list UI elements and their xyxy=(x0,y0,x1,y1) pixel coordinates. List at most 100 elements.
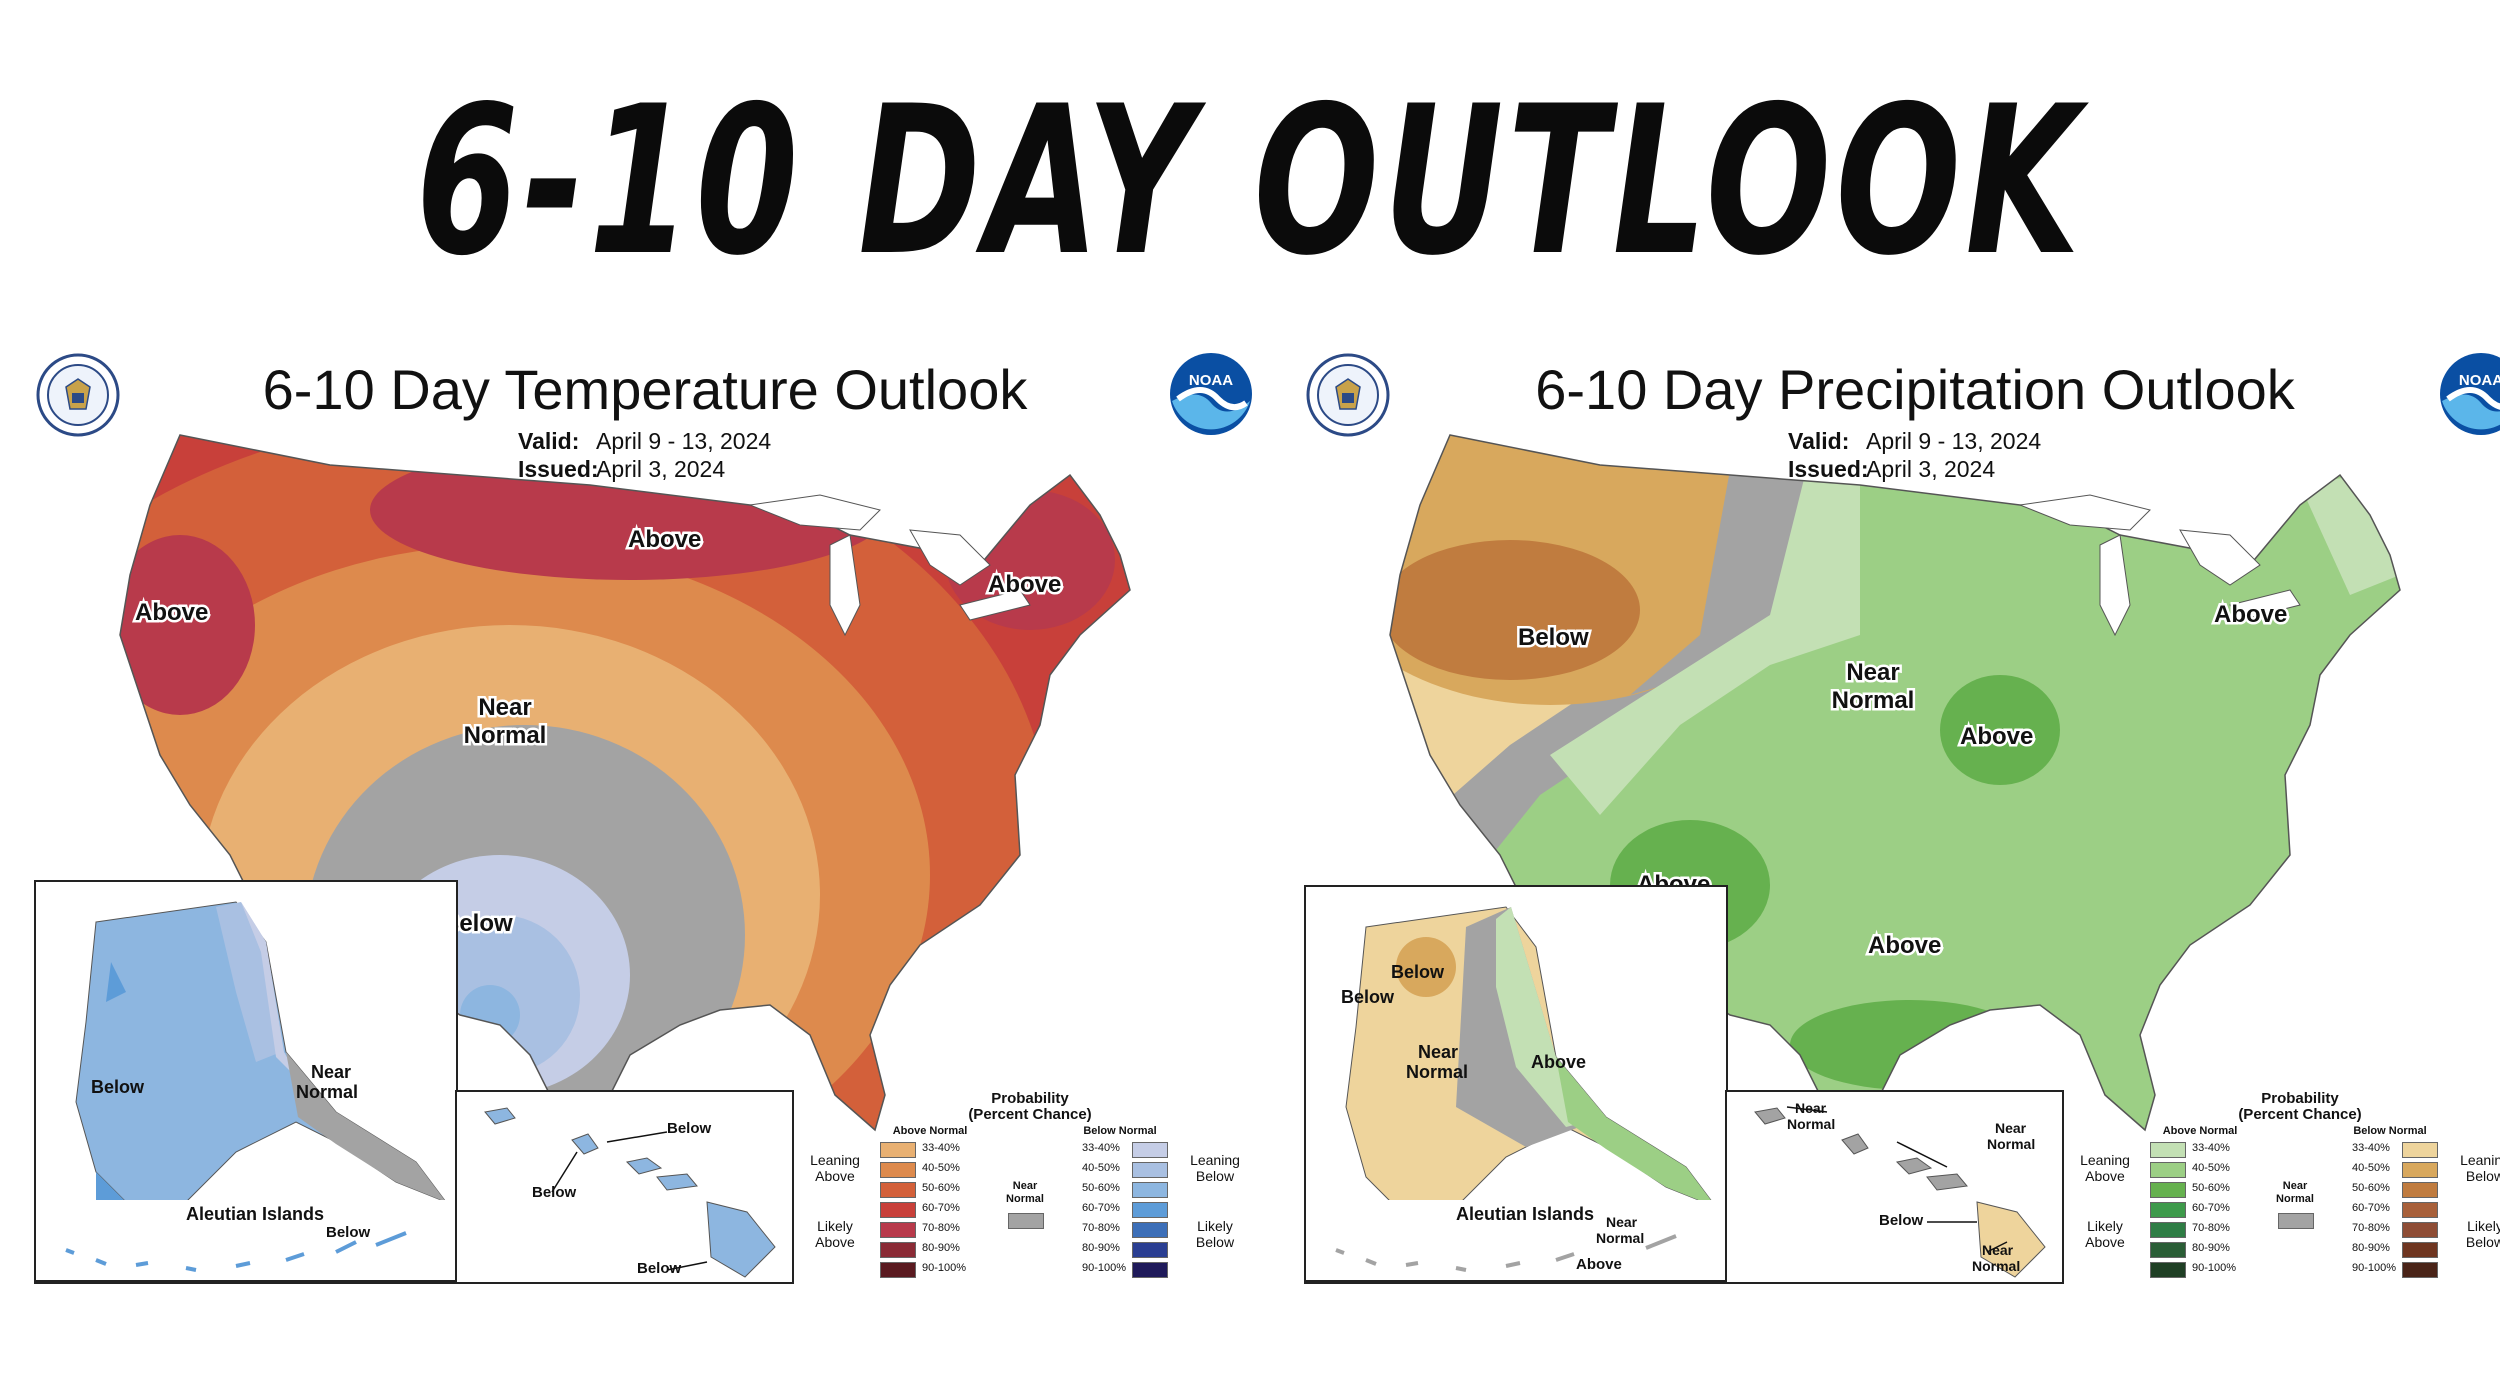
legend-below-bin-label: 80-90% xyxy=(1082,1242,1120,1254)
hawaii-map xyxy=(484,1107,776,1278)
hawaii-label-near-c2: Normal xyxy=(1972,1258,2021,1274)
likely-above-1: Likely xyxy=(2087,1218,2123,1234)
legend-below-bin-label: 60-70% xyxy=(2352,1202,2390,1214)
leaning-above-2: Above xyxy=(815,1168,855,1184)
label-below: Below xyxy=(1518,624,1589,651)
hawaii-label-below-3: Below xyxy=(637,1260,682,1277)
likely-below-2: Below xyxy=(1195,1234,1235,1250)
alaska-label-near-2: Normal xyxy=(296,1082,359,1102)
near-1: Near xyxy=(2282,1180,2308,1192)
legend-above-swatch xyxy=(880,1182,916,1198)
legend-likely-below: Likely Below xyxy=(1180,1218,1250,1250)
temperature-dates: Valid: April 9 - 13, 2024 Issued:April 3,… xyxy=(518,427,771,483)
aleutian-islands-map xyxy=(1335,1234,1677,1272)
likely-below-1: Likely xyxy=(2467,1218,2500,1234)
hawaii-label-near-c1: Near xyxy=(1982,1242,2014,1258)
leaning-above-1: Leaning xyxy=(2080,1152,2130,1168)
label-above-west: Above xyxy=(135,599,208,626)
legend-above-swatch xyxy=(2150,1182,2186,1198)
temperature-legend: Probability (Percent Chance) Above Norma… xyxy=(800,1090,1260,1285)
legend-above-header: Above Normal xyxy=(892,1125,968,1137)
legend-below-swatch xyxy=(2402,1202,2438,1218)
hawaii-label-near-b1: Near xyxy=(1995,1120,2027,1136)
legend-likely-below: Likely Below xyxy=(2450,1218,2500,1250)
legend-below-bin-label: 90-100% xyxy=(2352,1262,2397,1274)
temperature-outlook-panel: NOAA 6-10 Day Temperature Outlook Valid:… xyxy=(30,335,1260,1325)
hawaii-inset: Below Below Below xyxy=(455,1090,794,1284)
likely-above-2: Above xyxy=(2085,1234,2125,1250)
valid-value: April 9 - 13, 2024 xyxy=(596,428,772,454)
label-above-midwest: Above xyxy=(1960,723,2033,750)
alaska-label-near-1: Near xyxy=(311,1062,352,1082)
legend-below-bin-label: 90-100% xyxy=(1082,1262,1127,1274)
commerce-seal-icon xyxy=(36,353,120,437)
alaska-label-near-1: Near xyxy=(1418,1042,1459,1062)
temperature-title: 6-10 Day Temperature Outlook xyxy=(262,358,1028,421)
legend-above-swatch xyxy=(2150,1142,2186,1158)
legend-below-swatch xyxy=(2402,1142,2438,1158)
legend-above-header: Above Normal xyxy=(2162,1125,2238,1137)
legend-near-normal: Near Normal xyxy=(990,1180,1060,1206)
legend-below-header: Below Normal xyxy=(2353,1125,2427,1137)
legend-above-bin-label: 60-70% xyxy=(2192,1202,2230,1214)
aleutian-inset: Aleutian Islands Near Normal Above xyxy=(1304,1200,1728,1282)
hawaii-inset: Near Normal Near Normal Below Near Norma… xyxy=(1725,1090,2064,1284)
legend-near-swatch xyxy=(1008,1213,1044,1229)
legend-above-swatch xyxy=(880,1142,916,1158)
hawaii-label-near-a2: Normal xyxy=(1787,1116,1836,1132)
label-near-normal-1: Near xyxy=(478,694,531,721)
legend-above-swatch xyxy=(880,1262,916,1278)
hawaii-label-near-b2: Normal xyxy=(1987,1136,2036,1152)
legend-above-swatch xyxy=(2150,1162,2186,1178)
legend-below-bin-label: 33-40% xyxy=(1082,1142,1120,1154)
precipitation-title: 6-10 Day Precipitation Outlook xyxy=(1535,358,2295,421)
legend-above-swatch xyxy=(880,1162,916,1178)
svg-text:NOAA: NOAA xyxy=(2459,372,2500,389)
noaa-logo-icon: NOAA xyxy=(2440,353,2500,435)
legend-below-swatch xyxy=(1132,1202,1168,1218)
aleutian-inset: Aleutian Islands Below xyxy=(34,1200,458,1282)
aleutian-title: Aleutian Islands xyxy=(186,1204,325,1224)
legend-below-bin-label: 70-80% xyxy=(1082,1222,1120,1234)
temperature-map: Above Above Above Near Normal Below xyxy=(119,434,1131,1132)
legend-above-swatch xyxy=(2150,1262,2186,1278)
legend-title-2: (Percent Chance) xyxy=(968,1106,1092,1123)
alaska-label-below: Below xyxy=(91,1077,145,1097)
hawaii-label-near-a1: Near xyxy=(1795,1100,1827,1116)
label-above-north: Above xyxy=(628,526,701,553)
legend-title-2: (Percent Chance) xyxy=(2238,1106,2362,1123)
legend-below-bin-label: 33-40% xyxy=(2352,1142,2390,1154)
legend-above-bin-label: 80-90% xyxy=(2192,1242,2230,1254)
legend-below-swatch xyxy=(2402,1242,2438,1258)
issued-label: Issued: xyxy=(1788,456,1869,482)
headline: 6-10 DAY OUTLOOK xyxy=(415,63,2085,301)
label-above-gulf: Above xyxy=(1868,932,1941,959)
legend-below-swatch xyxy=(1132,1262,1168,1278)
legend-leaning-above: Leaning Above xyxy=(800,1152,870,1184)
near-1: Near xyxy=(1012,1180,1038,1192)
alaska-label-near-2: Normal xyxy=(1406,1062,1469,1082)
legend-below-swatch xyxy=(1132,1162,1168,1178)
legend-above-swatch xyxy=(880,1202,916,1218)
legend-below-bin-label: 80-90% xyxy=(2352,1242,2390,1254)
leaning-above-2: Above xyxy=(2085,1168,2125,1184)
leaning-above-1: Leaning xyxy=(810,1152,860,1168)
legend-below-bin-label: 50-60% xyxy=(2352,1182,2390,1194)
leaning-below-1: Leaning xyxy=(2460,1152,2500,1168)
label-above-northeast: Above xyxy=(2214,601,2287,628)
alaska-label-above: Above xyxy=(1531,1052,1587,1072)
near-2: Normal xyxy=(2276,1193,2314,1205)
valid-label: Valid: xyxy=(518,428,580,454)
legend-below-bin-label: 50-60% xyxy=(1082,1182,1120,1194)
aleutian-label-near-2: Normal xyxy=(1596,1230,1645,1246)
legend-likely-above: Likely Above xyxy=(2070,1218,2140,1250)
legend-below-swatch xyxy=(1132,1182,1168,1198)
hawaii-label-below-1: Below xyxy=(667,1120,712,1137)
valid-label: Valid: xyxy=(1788,428,1850,454)
aleutian-label-above: Above xyxy=(1576,1256,1622,1273)
likely-below-1: Likely xyxy=(1197,1218,1233,1234)
legend-above-swatch xyxy=(880,1222,916,1238)
legend-below-swatch xyxy=(1132,1242,1168,1258)
